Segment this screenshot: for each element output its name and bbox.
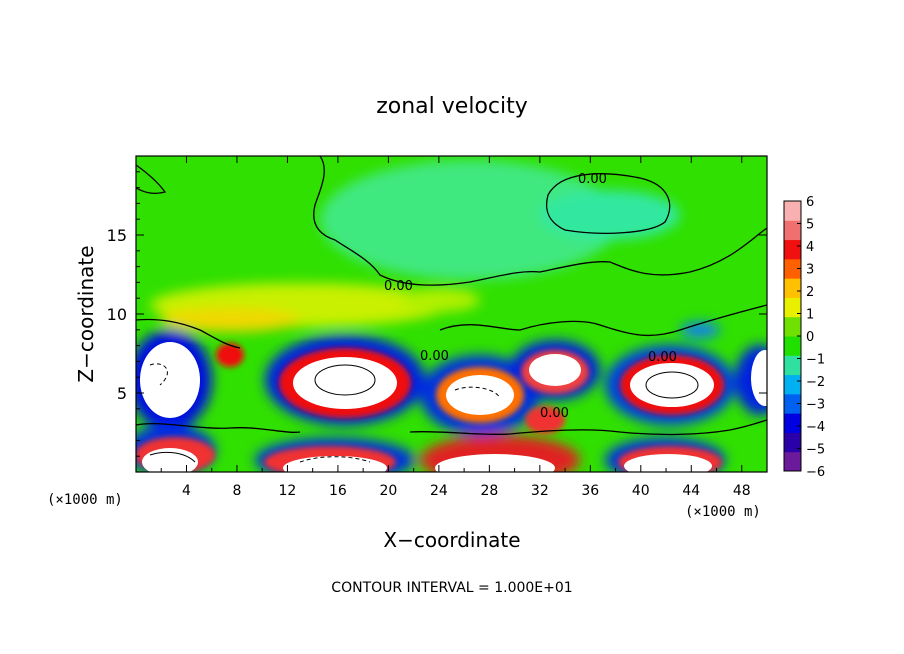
chart-title: zonal velocity [376, 94, 528, 119]
x-tick-label: 8 [232, 483, 241, 499]
contour-label: 0.00 [384, 279, 413, 294]
colorbar-tick-label: 2 [806, 285, 814, 300]
colorbar-tick-label: −2 [806, 375, 825, 390]
colorbar-swatch [784, 336, 801, 356]
colorbar-swatch [784, 278, 801, 298]
colorbar-tick-label: −6 [806, 465, 825, 480]
contour-label: 0.00 [578, 172, 607, 187]
x-tick-label: 4 [182, 483, 191, 499]
colorbar-swatch [784, 355, 801, 376]
heatmap-field [136, 156, 767, 472]
colorbar-swatch [784, 393, 801, 414]
contour-label: 0.00 [420, 349, 449, 364]
x-tick-label: 16 [329, 483, 347, 499]
y-axis: 5 10 15 [107, 171, 767, 457]
x-tick-label: 36 [581, 483, 599, 499]
y-tick-label: 5 [117, 384, 127, 403]
colorbar-tick-label: 5 [806, 218, 814, 233]
colorbar-swatch [784, 239, 801, 260]
x-tick-label: 12 [279, 483, 297, 499]
contour-label: 0.00 [540, 406, 569, 421]
x-tick-label: 44 [682, 483, 700, 499]
y-tick-label: 10 [107, 305, 127, 324]
x-tick-label: 40 [632, 483, 650, 499]
colorbar-swatch [784, 451, 801, 472]
colorbar-swatch [784, 374, 801, 395]
colorbar-swatch [784, 201, 801, 221]
contour-label: 0.00 [648, 350, 677, 365]
colorbar-swatch [784, 220, 801, 241]
x-tick-label: 48 [733, 483, 751, 499]
y-unit-label: (×1000 m) [685, 504, 761, 520]
x-axis-label: X−coordinate [383, 528, 520, 552]
colorbar-tick-label: 3 [806, 263, 814, 278]
colorbar: 6 5 4 3 2 1 0 −1 −2 −3 −4 −5 −6 [783, 195, 825, 480]
colorbar-tick-label: 1 [806, 308, 814, 323]
x-tick-label: 24 [430, 483, 448, 499]
x-tick-label: 28 [480, 483, 498, 499]
colorbar-swatch [784, 413, 801, 433]
colorbar-swatch [784, 258, 801, 279]
y-tick-label: 15 [107, 226, 127, 245]
colorbar-swatch [784, 316, 801, 337]
x-unit-label: (×1000 m) [47, 492, 123, 508]
colorbar-tick-label: 0 [806, 330, 814, 345]
colorbar-swatch [784, 297, 801, 318]
x-tick-label: 20 [379, 483, 397, 499]
colorbar-tick-label: −5 [806, 443, 825, 458]
x-axis: 4 8 12 16 20 24 28 32 36 40 44 48 [160, 156, 751, 499]
colorbar-tick-label: 4 [806, 240, 814, 255]
colorbar-swatch [784, 432, 801, 453]
y-axis-label: Z−coordinate [74, 245, 98, 382]
colorbar-tick-label: −4 [806, 420, 825, 435]
colorbar-tick-label: −1 [806, 353, 825, 368]
colorbar-tick-label: 6 [806, 195, 814, 210]
colorbar-tick-label: −3 [806, 398, 825, 413]
contour-interval-note: CONTOUR INTERVAL = 1.000E+01 [331, 580, 572, 596]
x-tick-label: 32 [531, 483, 549, 499]
